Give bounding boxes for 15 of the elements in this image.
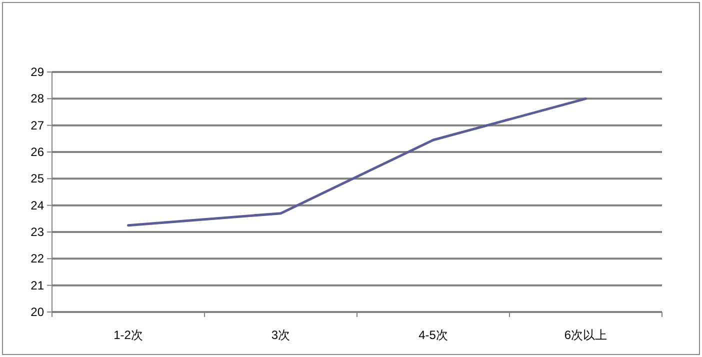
y-tick-label: 26 (30, 145, 44, 159)
y-tick-label: 23 (30, 225, 44, 239)
x-tick-label: 3次 (271, 328, 290, 342)
y-tick-label: 25 (30, 172, 44, 186)
y-tick-label: 20 (30, 305, 44, 319)
y-tick-label: 24 (30, 198, 44, 212)
y-tick-label: 22 (30, 252, 44, 266)
y-tick-label: 29 (30, 65, 44, 79)
x-tick-label: 4-5次 (418, 328, 448, 342)
x-tick-label: 6次以上 (564, 328, 608, 342)
line-series (127, 97, 587, 227)
y-tick-label: 27 (30, 118, 44, 132)
x-tick-label: 1-2次 (114, 328, 143, 342)
y-tick-label: 28 (30, 92, 44, 106)
y-tick-label: 21 (30, 278, 44, 292)
